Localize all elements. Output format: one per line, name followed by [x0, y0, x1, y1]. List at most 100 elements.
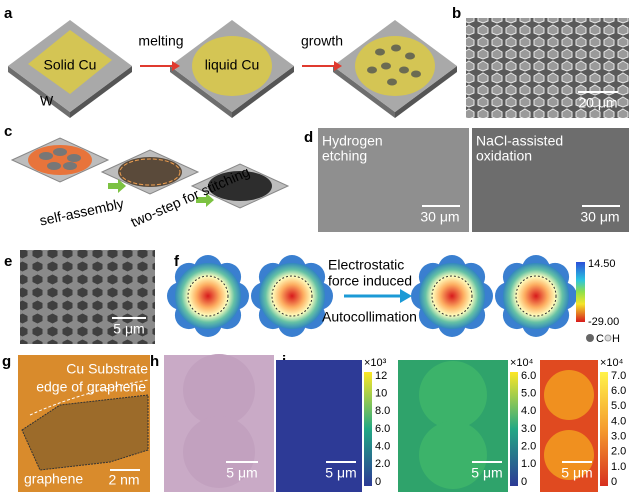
sem-image: [472, 128, 629, 232]
domain: [419, 421, 487, 489]
label: melting: [138, 33, 183, 49]
annotation: Autocollimation: [322, 309, 417, 325]
solid-cu: [28, 30, 112, 94]
potential-map: [175, 263, 241, 329]
graphene-island: [367, 66, 377, 74]
label: growth: [301, 33, 343, 49]
colorbar-label: 12: [375, 370, 387, 382]
label: edge of graphene: [36, 379, 146, 395]
colorbar-label: -29.00: [588, 316, 619, 328]
panel-label: d: [304, 129, 313, 146]
graphene-island: [405, 52, 415, 60]
graphene-island: [381, 62, 391, 70]
colorbar-label: 5.0: [521, 388, 536, 400]
colorbar-label: 14.50: [588, 258, 616, 270]
domain: [544, 430, 594, 480]
colorbar-label: 4.0: [611, 415, 626, 427]
domain: [419, 361, 487, 429]
scale-label: 5 μm: [113, 321, 144, 337]
film: [208, 171, 272, 201]
domain: [47, 162, 61, 170]
substrate-side: [395, 66, 457, 118]
colorbar-label: 4.0: [521, 405, 536, 417]
colorbar-label: 5.0: [611, 400, 626, 412]
colorbar-label: 3.0: [521, 423, 536, 435]
scale-label: 20 μm: [578, 95, 617, 111]
image-title: Hydrogen: [322, 133, 383, 149]
molecule: [187, 275, 229, 317]
colorbar-label: 3.0: [611, 430, 626, 442]
liquid-cu: [192, 36, 272, 96]
film: [118, 157, 182, 187]
panel-label: h: [150, 353, 159, 370]
colorbar-exponent: ×10⁴: [600, 357, 624, 369]
scale-label: 30 μm: [420, 209, 459, 225]
substrate-side: [232, 66, 294, 118]
domain: [183, 416, 255, 488]
graphene-island: [399, 66, 409, 74]
graphene-region: [21, 394, 149, 471]
panel-label: e: [4, 253, 12, 270]
arrow-head: [172, 61, 180, 71]
label: Cu Substrate: [66, 361, 148, 377]
molecule: [431, 275, 473, 317]
arrow-head: [334, 61, 342, 71]
colorbar-label: 0: [611, 476, 617, 488]
scale-label: 5 μm: [561, 465, 592, 481]
colorbar: [600, 372, 608, 486]
raman-map: [276, 360, 362, 492]
sem-image: [318, 128, 469, 232]
image-title: NaCl-assisted: [476, 133, 563, 149]
panel-label: c: [4, 123, 12, 140]
graphene-island: [375, 48, 385, 56]
panel-label: f: [174, 253, 180, 270]
sem-image: [20, 250, 155, 344]
colorbar-label: 6.0: [611, 385, 626, 397]
domain: [39, 152, 53, 160]
arrow-head: [400, 289, 412, 303]
colorbar-label: 1.0: [521, 458, 536, 470]
domain: [53, 148, 67, 156]
green-arrow: [196, 193, 214, 207]
colorbar-label: 2.0: [521, 441, 536, 453]
potential-map: [259, 263, 325, 329]
colorbar-exponent: ×10⁴: [510, 357, 534, 369]
substrate-side: [70, 66, 132, 118]
image-title: etching: [322, 148, 367, 164]
graphene-island: [387, 78, 397, 86]
molecule: [271, 275, 313, 317]
domain: [63, 162, 77, 170]
colorbar: [364, 372, 372, 486]
molecule: [515, 275, 557, 317]
potential-map: [503, 263, 569, 329]
annotation: Electrostatic: [328, 257, 404, 273]
panel-label: b: [452, 5, 461, 22]
legend-label: C: [596, 333, 604, 345]
label: Solid Cu: [44, 57, 97, 73]
image-title: oxidation: [476, 148, 532, 164]
liquid-cu: [355, 36, 435, 96]
scale-label: 2 nm: [108, 472, 139, 488]
scale-label: 5 μm: [325, 465, 356, 481]
substrate-side: [333, 66, 395, 118]
label: liquid Cu: [205, 57, 259, 73]
colorbar-label: 10: [375, 388, 387, 400]
scale-label: 5 μm: [226, 465, 257, 481]
legend-label: H: [612, 333, 620, 345]
colorbar-exponent: ×10³: [364, 357, 387, 369]
colorbar-label: 1.0: [611, 461, 626, 473]
graphene-island: [411, 70, 421, 78]
colorbar-label: 6.0: [375, 423, 390, 435]
sem-image: [466, 18, 629, 118]
atom-h: [604, 334, 612, 342]
label: graphene: [24, 471, 83, 487]
graphene-island: [391, 44, 401, 52]
colorbar-label: 0: [375, 476, 381, 488]
colorbar-label: 2.0: [375, 458, 390, 470]
annotation: force induced: [328, 273, 412, 289]
green-arrow: [108, 179, 126, 193]
scale-label: 30 μm: [580, 209, 619, 225]
potential-map: [419, 263, 485, 329]
scale-label: 5 μm: [471, 465, 502, 481]
